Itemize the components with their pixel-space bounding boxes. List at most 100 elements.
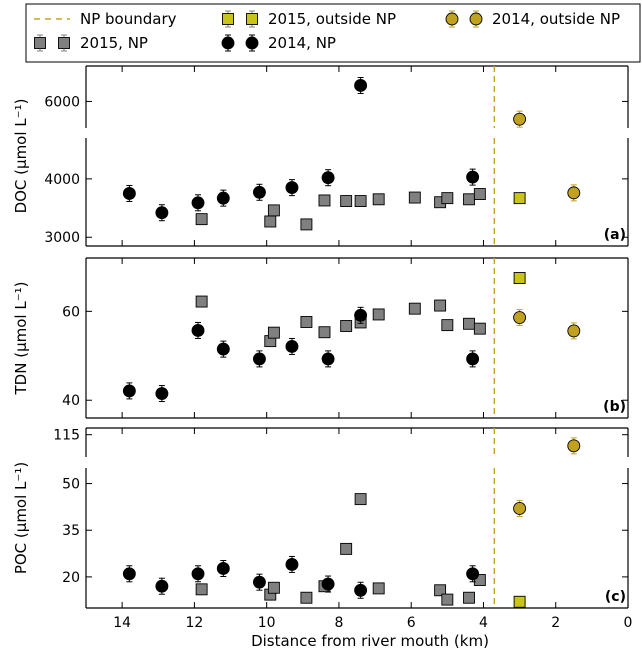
data-point [321,171,335,185]
data-point [195,213,208,226]
data-point [321,352,335,366]
data-point [513,501,527,515]
data-point [122,567,136,581]
series-2015-outside-np [513,192,526,205]
series-2015-outside-np [513,272,526,284]
data-point [285,557,299,571]
legend-label: 2015, outside NP [268,10,396,28]
data-point [340,320,353,332]
y-tick-label: 40 [62,393,80,409]
x-axis-label: Distance from river mouth (km) [251,632,489,650]
panel-1-axes-frame: 6000 [44,65,629,128]
data-point [195,583,208,596]
legend-item: 2014, NP [221,34,336,52]
data-point [463,317,475,330]
panel-1: 6000 3000 4000 DOC (μmol L⁻¹) (a) [12,65,629,247]
data-point [372,308,385,321]
data-point [122,384,136,398]
data-point [155,579,169,593]
data-point [354,583,368,597]
data-point [466,352,480,366]
series-2014-outside-np [513,309,581,340]
data-point [463,591,475,604]
data-point [434,584,447,597]
legend-label: NP boundary [80,10,177,28]
data-point [252,185,266,199]
x-tick-label: 2 [551,615,560,631]
x-tick-label: 4 [479,615,488,631]
data-point [122,187,136,200]
data-point [463,193,475,206]
data-point [354,195,367,207]
series-2014-np [122,76,480,222]
data-point [372,193,385,206]
data-point [441,593,454,606]
y-tick-label: 35 [62,523,80,539]
data-point [567,186,581,200]
panel-3-axes-frame: 20 35 50 [62,468,629,609]
y-tick-label: 6000 [44,94,80,110]
data-point [252,575,266,589]
data-point [513,192,526,205]
legend-marker [445,12,459,26]
panel-2: 40 60 TDN (μmol L⁻¹) (b) [12,257,629,419]
data-point [216,562,230,575]
data-point [372,582,385,595]
data-point [567,324,581,338]
data-point [473,188,486,200]
data-point [285,181,299,195]
panel-2-axes-frame: 40 60 [62,257,629,419]
data-point [252,352,266,366]
data-point [300,316,313,328]
y-tick-label: 4000 [44,172,80,188]
y-tick-label: 115 [53,428,80,444]
series-2015-np [195,188,486,231]
y-tick-label: 20 [62,570,80,586]
legend-item: 2015, NP [34,34,148,52]
x-tick-label: 14 [113,615,131,631]
data-point [285,339,299,353]
data-point [441,192,454,205]
data-point [264,215,277,228]
data-point [340,542,353,555]
data-point [191,323,205,337]
data-point [434,299,447,312]
x-tick-label: 6 [407,615,416,631]
y-axis-label: DOC (μmol L⁻¹) [12,99,30,214]
series-2014-np [122,306,480,403]
legend-label: 2014, outside NP [492,10,620,28]
series-2014-outside-np [513,437,581,517]
y-tick-label: 50 [62,477,80,493]
series-2014-np [122,555,480,599]
legend-item: 2014, outside NP [445,10,620,28]
data-point [354,308,368,322]
data-point [300,591,313,604]
legend-marker [245,36,259,50]
data-point [267,204,280,217]
x-tick-label: 8 [334,615,343,631]
legend-marker [222,13,234,25]
data-point [466,567,480,581]
legend-marker [34,37,46,49]
data-point [408,302,421,315]
data-point [340,195,353,207]
y-tick-label: 60 [62,304,80,320]
data-point [318,194,331,207]
legend-label: 2015, NP [80,34,148,52]
data-point [155,206,169,220]
data-point [473,322,486,335]
data-point [513,112,527,126]
legend-marker [246,13,258,25]
panel-label: (b) [603,399,626,415]
legend-marker [221,36,235,50]
x-tick-label: 12 [185,615,203,631]
data-point [216,191,230,205]
data-point [408,191,421,204]
x-tick-label: 10 [258,615,276,631]
data-point [267,581,280,594]
series-2015-outside-np [513,595,526,608]
y-axis-label: POC (μmol L⁻¹) [12,462,30,574]
data-point [300,218,313,231]
legend-item: 2015, outside NP [222,10,396,28]
